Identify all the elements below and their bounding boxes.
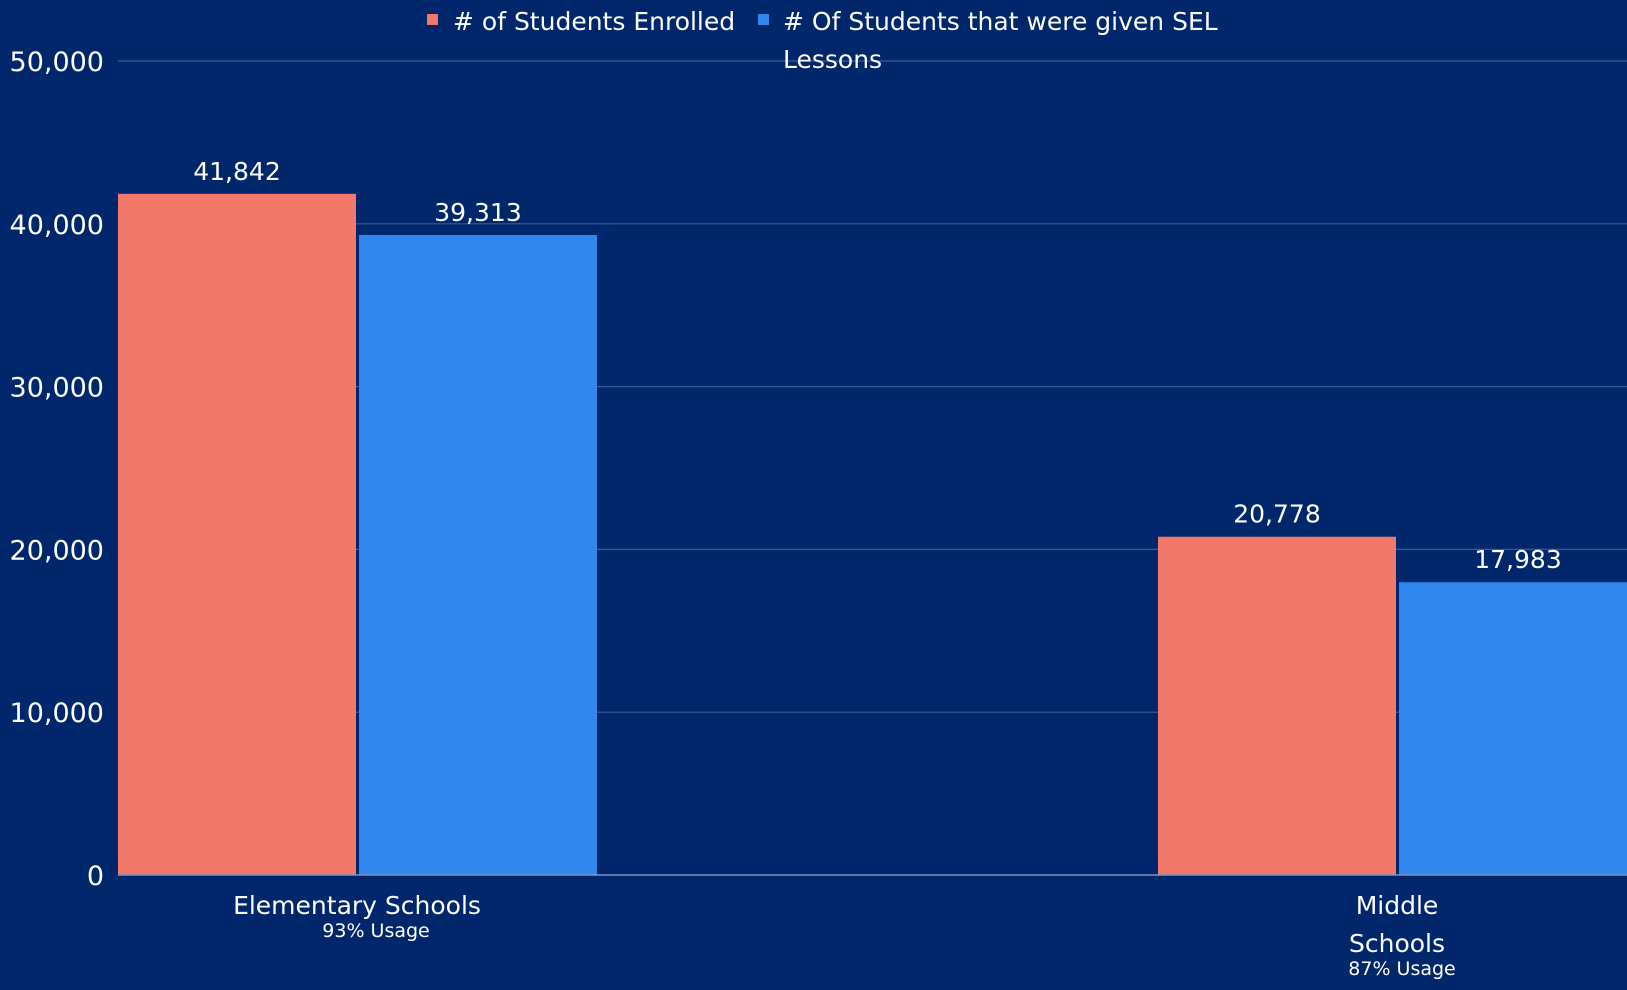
bar-sel-lessons xyxy=(359,234,597,875)
legend: # of Students Enrolled # Of Students that… xyxy=(427,7,1218,74)
legend-swatch xyxy=(427,14,438,25)
x-tick-label: Schools xyxy=(1349,929,1445,958)
data-label: 20,778 xyxy=(1233,500,1320,529)
x-tick-label: Middle xyxy=(1356,891,1439,920)
data-label: 17,983 xyxy=(1474,545,1561,574)
y-axis-tick-labels: 0 10,000 20,000 30,000 40,000 50,000 xyxy=(10,47,104,892)
y-tick-label: 0 xyxy=(87,861,104,892)
bar-sel-lessons xyxy=(1399,582,1627,875)
data-labels: 41,842 20,778 39,313 17,983 xyxy=(193,157,1561,574)
x-tick-sublabel: 93% Usage xyxy=(322,920,429,942)
bar-enrolled xyxy=(1158,536,1396,875)
bar-enrolled xyxy=(118,193,356,875)
y-tick-label: 10,000 xyxy=(10,698,104,729)
data-label: 41,842 xyxy=(193,157,280,186)
legend-label: # Of Students that were given SEL xyxy=(783,7,1218,36)
y-tick-label: 40,000 xyxy=(10,210,104,241)
legend-label: Lessons xyxy=(783,45,882,74)
x-tick-sublabel: 87% Usage xyxy=(1348,958,1455,980)
x-tick-label: Elementary Schools xyxy=(233,891,481,920)
y-tick-label: 30,000 xyxy=(10,373,104,404)
y-tick-label: 50,000 xyxy=(10,47,104,78)
y-tick-label: 20,000 xyxy=(10,535,104,566)
legend-swatch xyxy=(758,14,769,25)
data-label: 39,313 xyxy=(434,198,521,227)
legend-label: # of Students Enrolled xyxy=(453,7,735,36)
bars xyxy=(118,193,1627,875)
